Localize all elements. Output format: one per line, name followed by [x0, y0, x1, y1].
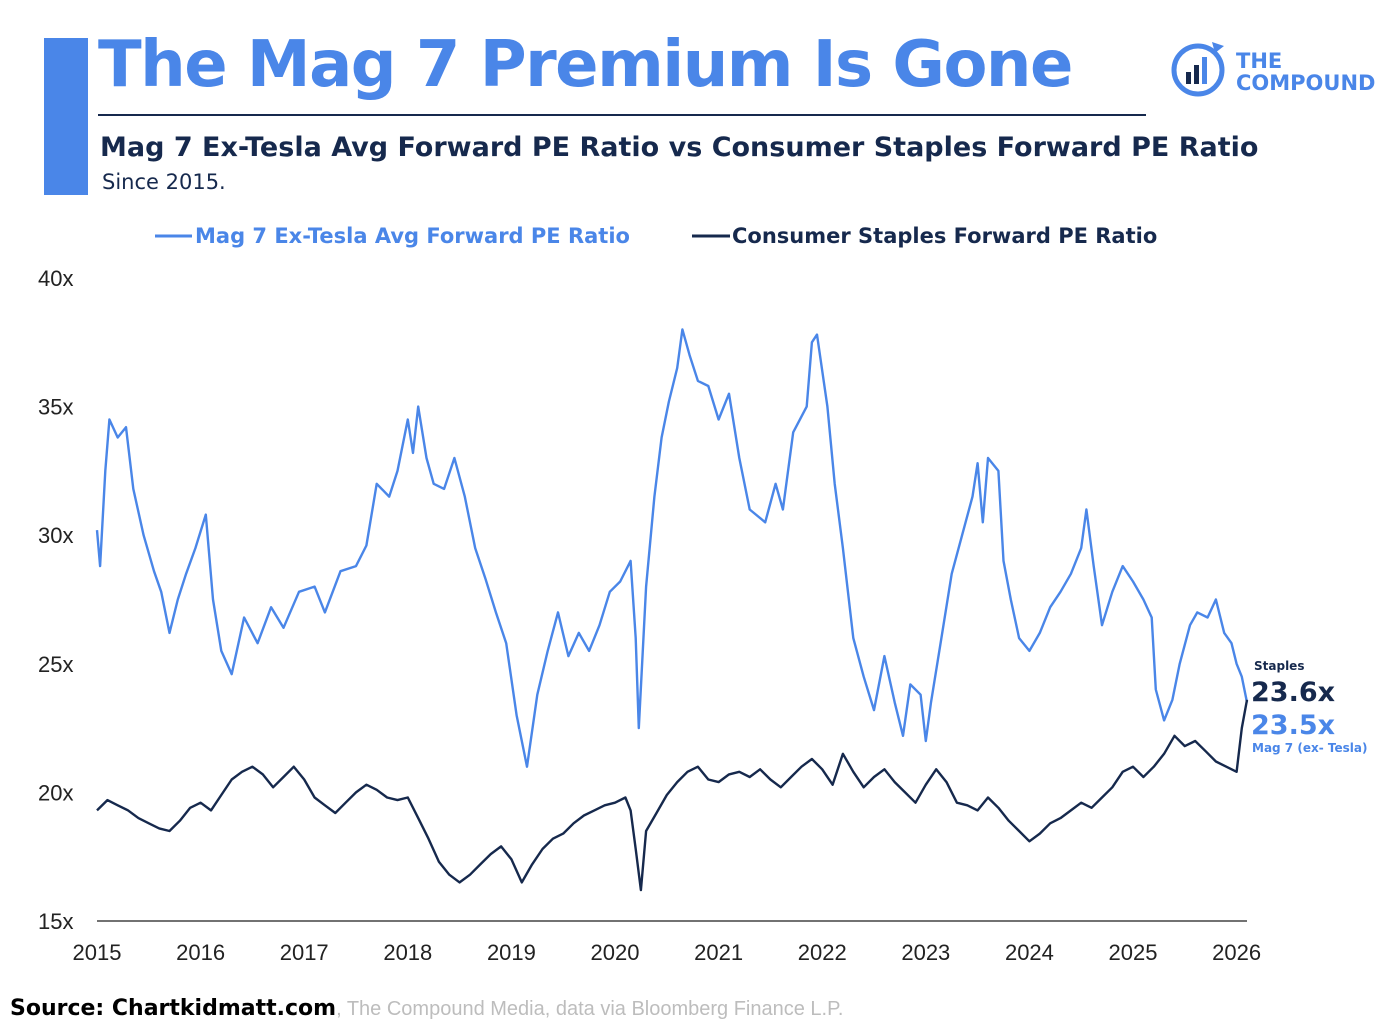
- end-label-mag7-caption: Mag 7 (ex- Tesla): [1252, 741, 1367, 755]
- pe-ratio-line-chart: Mag 7 Ex-Tesla Avg Forward PE Ratio Cons…: [38, 224, 1367, 965]
- x-tick-label: 2022: [798, 940, 847, 965]
- title-accent-bar: [44, 38, 88, 195]
- source-note: Source: Chartkidmatt.com, The Compound M…: [10, 996, 843, 1021]
- y-tick-label: 30x: [38, 523, 73, 548]
- chart-legend: Mag 7 Ex-Tesla Avg Forward PE Ratio Cons…: [155, 224, 1157, 248]
- x-tick-label: 2024: [1005, 940, 1054, 965]
- bar-chart-circle-icon: [1171, 42, 1225, 97]
- y-tick-label: 35x: [38, 395, 73, 420]
- legend-label-mag7: Mag 7 Ex-Tesla Avg Forward PE Ratio: [195, 224, 630, 248]
- x-tick-label: 2025: [1109, 940, 1158, 965]
- logo-text: THE COMPOUND: [1236, 50, 1375, 94]
- x-tick-label: 2019: [487, 940, 536, 965]
- x-tick-label: 2023: [901, 940, 950, 965]
- end-value-labels: Staples 23.6x 23.5x Mag 7 (ex- Tesla): [1251, 659, 1367, 755]
- series-line-mag7: [95, 328, 1249, 768]
- end-label-staples-caption: Staples: [1254, 659, 1304, 673]
- x-tick-label: 2016: [176, 940, 225, 965]
- y-tick-label: 40x: [38, 266, 73, 291]
- x-tick-label: 2020: [591, 940, 640, 965]
- x-tick-label: 2015: [73, 940, 122, 965]
- logo-line-1: THE: [1236, 49, 1283, 73]
- legend-label-staples: Consumer Staples Forward PE Ratio: [732, 224, 1157, 248]
- logo-line-2: COMPOUND: [1236, 71, 1376, 95]
- compound-logo: THE COMPOUND: [1168, 38, 1378, 102]
- series-line-staples: [96, 699, 1249, 892]
- x-tick-label: 2018: [383, 940, 432, 965]
- y-tick-label: 25x: [38, 652, 73, 677]
- source-detail: , The Compound Media, data via Bloomberg…: [336, 998, 844, 1020]
- end-label-mag7-value: 23.5x: [1251, 710, 1335, 741]
- chart-subtitle: Mag 7 Ex-Tesla Avg Forward PE Ratio vs C…: [100, 132, 1259, 163]
- x-tick-label: 2026: [1212, 940, 1261, 965]
- y-tick-label: 15x: [38, 909, 73, 934]
- date-range-note: Since 2015.: [102, 170, 226, 194]
- end-label-staples-value: 23.6x: [1251, 677, 1335, 708]
- y-tick-label: 20x: [38, 780, 73, 805]
- x-tick-label: 2021: [694, 940, 743, 965]
- x-axis-ticks: 2015 2016 2017 2018 2019 2020 2021 2022 2023 2024…: [73, 940, 1262, 965]
- title-underline: [98, 114, 1146, 116]
- source-lead: Source: Chartkidmatt.com: [10, 996, 337, 1021]
- page-title: The Mag 7 Premium Is Gone: [98, 28, 1073, 102]
- x-tick-label: 2017: [280, 940, 329, 965]
- y-axis-ticks: 15x 20x 25x 30x 35x 40x: [38, 266, 73, 934]
